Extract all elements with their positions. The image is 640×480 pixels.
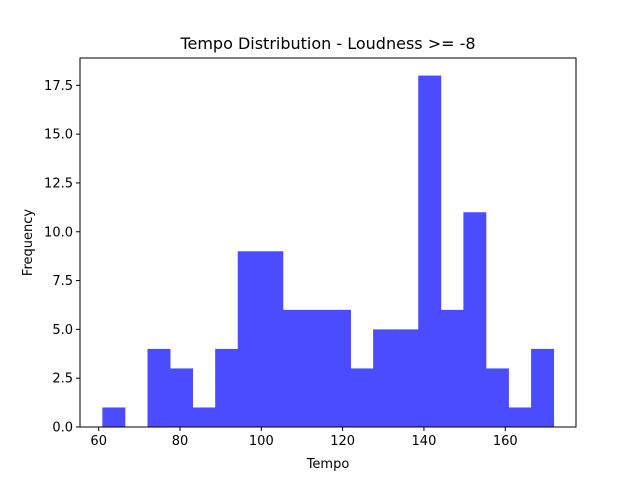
histogram-bar — [395, 329, 419, 427]
bars-group — [102, 75, 555, 428]
histogram-bar — [418, 75, 442, 428]
y-tick-label: 17.5 — [44, 79, 73, 94]
y-axis: 0.0 2.5 5.0 7.5 10.0 12.5 15.0 17.5 — [44, 79, 80, 436]
histogram-bar — [282, 309, 306, 427]
histogram-bar — [508, 407, 532, 427]
histogram-bar — [440, 309, 464, 427]
histogram-bar — [485, 368, 509, 427]
x-axis: 60 80 100 120 140 160 — [90, 427, 518, 449]
histogram-bar — [531, 348, 555, 427]
histogram-bar — [463, 212, 487, 427]
x-tick-label: 140 — [412, 434, 437, 449]
x-axis-label: Tempo — [306, 457, 350, 472]
histogram-bar — [305, 309, 329, 427]
x-tick-label: 100 — [249, 434, 274, 449]
y-tick-label: 7.5 — [52, 274, 73, 289]
histogram-bar — [147, 348, 171, 427]
histogram-bar — [373, 329, 397, 427]
y-tick-label: 0.0 — [52, 421, 73, 436]
histogram-bar — [260, 251, 284, 427]
histogram-bar — [328, 309, 351, 427]
x-tick-label: 160 — [493, 434, 518, 449]
y-tick-label: 15.0 — [44, 128, 73, 143]
chart-title: Tempo Distribution - Loudness >= -8 — [179, 34, 475, 53]
x-tick-label: 60 — [90, 434, 107, 449]
plot-frame — [79, 57, 577, 428]
y-tick-label: 12.5 — [44, 176, 73, 191]
x-tick-label: 80 — [172, 434, 189, 449]
y-tick-label: 2.5 — [52, 372, 73, 387]
histogram-bar — [102, 407, 126, 427]
x-tick-label: 120 — [330, 434, 355, 449]
histogram-bar — [192, 407, 216, 427]
y-tick-label: 5.0 — [52, 323, 73, 338]
histogram-bar — [350, 368, 374, 427]
histogram-bar — [215, 348, 239, 427]
y-axis-label: Frequency — [21, 209, 36, 276]
y-tick-label: 10.0 — [44, 225, 73, 240]
histogram-bar — [237, 251, 261, 427]
histogram-bar — [170, 368, 194, 427]
